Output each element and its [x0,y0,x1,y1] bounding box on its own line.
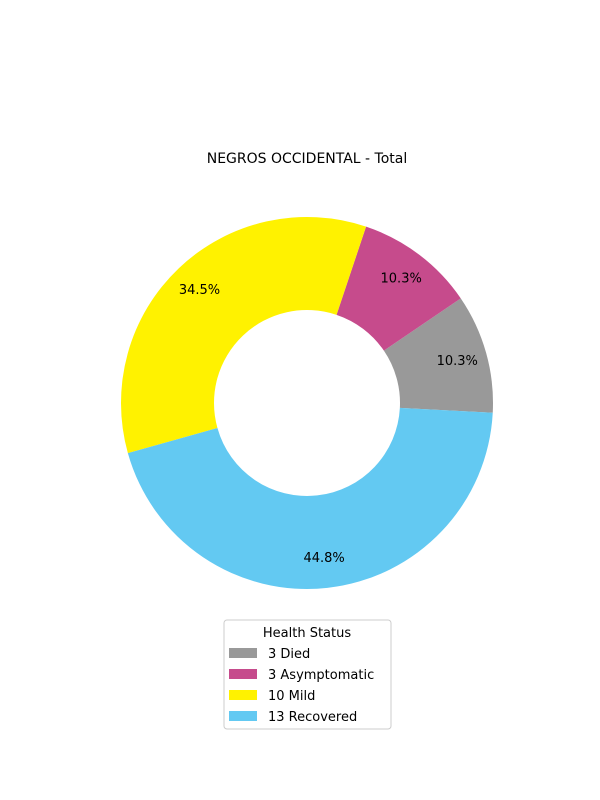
percent-label-mild: 34.5% [179,283,220,298]
donut-slices [120,216,493,589]
legend-title: Health Status [263,626,351,641]
slice-mild [120,216,367,454]
legend-swatch-recovered [229,711,257,721]
legend-label-died: 3 Died [268,647,310,662]
slice-recovered [127,407,493,589]
percent-label-died: 10.3% [437,354,478,369]
legend-label-mild: 10 Mild [268,689,315,704]
percent-label-asymptomatic: 10.3% [381,272,422,287]
chart-title: NEGROS OCCIDENTAL - Total [207,151,408,167]
legend-swatch-asymptomatic [229,669,257,679]
slice-asymptomatic [336,226,461,351]
legend-items: 3 Died 3 Asymptomatic 10 Mild 13 Recovered [229,647,374,725]
legend-swatch-mild [229,690,257,700]
slice-died [383,298,493,413]
legend-label-recovered: 13 Recovered [268,710,357,725]
legend: Health Status 3 Died 3 Asymptomatic 10 Mil… [223,619,392,730]
percent-labels: 10.3% 10.3% 34.5% 44.8% [179,272,478,566]
percent-label-recovered: 44.8% [303,551,344,566]
legend-label-asymptomatic: 3 Asymptomatic [268,668,374,683]
legend-swatch-died [229,648,257,658]
legend-frame [223,619,392,730]
